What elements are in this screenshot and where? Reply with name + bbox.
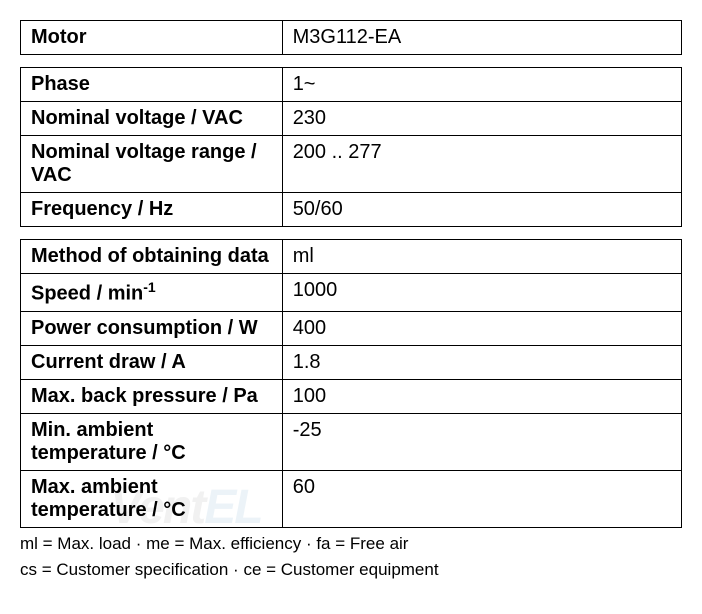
- nominal-voltage-range-value: 200 .. 277: [282, 136, 681, 193]
- table-row: Frequency / Hz 50/60: [21, 193, 682, 227]
- table-row: Min. ambient temperature / °C -25: [21, 413, 682, 470]
- back-pressure-value: 100: [282, 379, 681, 413]
- motor-value: M3G112-EA: [282, 21, 681, 55]
- footnote-1: ml = Max. load · me = Max. efficiency · …: [20, 534, 682, 554]
- power-label: Power consumption / W: [21, 311, 283, 345]
- speed-value: 1000: [282, 274, 681, 312]
- table-row: Phase 1~: [21, 68, 682, 102]
- table-row: Max. ambient temperature / °C 60: [21, 470, 682, 527]
- min-temp-label: Min. ambient temperature / °C: [21, 413, 283, 470]
- back-pressure-label: Max. back pressure / Pa: [21, 379, 283, 413]
- max-temp-label: Max. ambient temperature / °C: [21, 470, 283, 527]
- spacer: [20, 227, 682, 239]
- speed-label: Speed / min-1: [21, 274, 283, 312]
- table-row: Power consumption / W 400: [21, 311, 682, 345]
- nominal-voltage-range-label: Nominal voltage range / VAC: [21, 136, 283, 193]
- table-row: Method of obtaining data ml: [21, 240, 682, 274]
- current-label: Current draw / A: [21, 345, 283, 379]
- frequency-value: 50/60: [282, 193, 681, 227]
- max-temp-value: 60: [282, 470, 681, 527]
- min-temp-value: -25: [282, 413, 681, 470]
- table-row: Nominal voltage range / VAC 200 .. 277: [21, 136, 682, 193]
- method-value: ml: [282, 240, 681, 274]
- frequency-label: Frequency / Hz: [21, 193, 283, 227]
- motor-label: Motor: [21, 21, 283, 55]
- content-container: Motor M3G112-EA Phase 1~ Nominal voltage…: [20, 20, 682, 580]
- current-value: 1.8: [282, 345, 681, 379]
- nominal-voltage-value: 230: [282, 102, 681, 136]
- nominal-voltage-label: Nominal voltage / VAC: [21, 102, 283, 136]
- table-row: Speed / min-1 1000: [21, 274, 682, 312]
- electrical-table: Phase 1~ Nominal voltage / VAC 230 Nomin…: [20, 67, 682, 227]
- table-row: Current draw / A 1.8: [21, 345, 682, 379]
- phase-label: Phase: [21, 68, 283, 102]
- method-label: Method of obtaining data: [21, 240, 283, 274]
- spacer: [20, 55, 682, 67]
- table-row: Motor M3G112-EA: [21, 21, 682, 55]
- footnote-2: cs = Customer specification · ce = Custo…: [20, 560, 682, 580]
- motor-table: Motor M3G112-EA: [20, 20, 682, 55]
- power-value: 400: [282, 311, 681, 345]
- table-row: Max. back pressure / Pa 100: [21, 379, 682, 413]
- table-row: Nominal voltage / VAC 230: [21, 102, 682, 136]
- phase-value: 1~: [282, 68, 681, 102]
- performance-table: Method of obtaining data ml Speed / min-…: [20, 239, 682, 528]
